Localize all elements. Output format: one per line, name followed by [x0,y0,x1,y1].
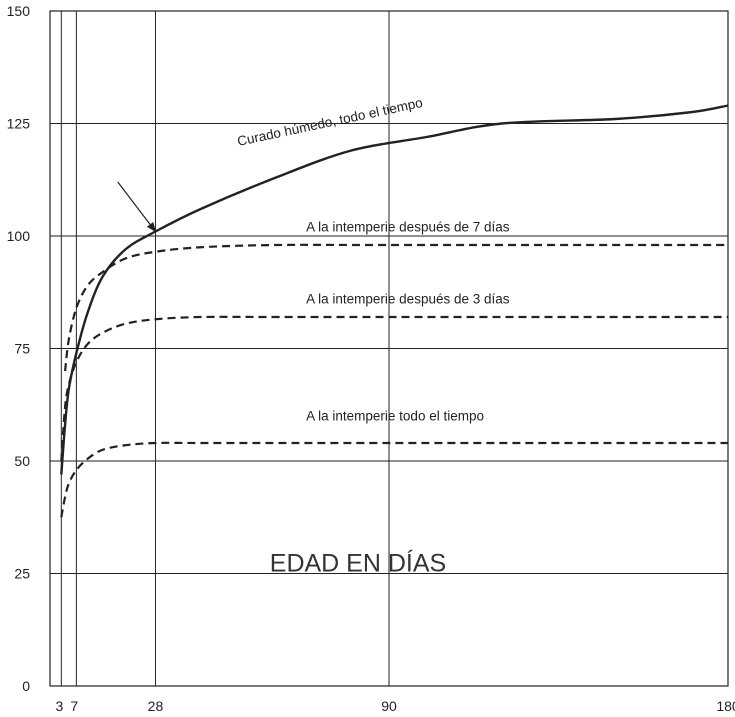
curve-annotation: A la intemperie después de 7 días [306,220,510,235]
y-tick-label: 75 [14,341,30,357]
y-tick-label: 50 [14,453,30,469]
x-tick-label: 3 [56,698,64,714]
y-tick-label: 25 [14,566,30,582]
x-tick-label: 28 [148,698,164,714]
curve-annotation: A la intemperie después de 3 días [306,292,510,307]
y-tick-label: 150 [7,3,31,19]
y-tick-label: 100 [7,228,31,244]
curve-air-all-time [60,441,728,518]
pointer-arrow [117,181,157,233]
curve-annotation: A la intemperie todo el tiempo [306,409,484,424]
curve-air-after-3-days [60,315,728,462]
y-tick-label: 0 [22,678,30,694]
y-tick-label: 125 [7,116,31,132]
grid [49,10,729,687]
center-caption: EDAD EN DÍAS [270,548,446,577]
x-tick-label: 90 [381,698,397,714]
labels-group: 0255075100125150372890180Curado húmedo, … [7,3,735,714]
x-tick-label: 7 [70,698,78,714]
curve-moist-cured [60,104,729,475]
curve-air-after-7-days [63,243,728,372]
x-tick-label: 180 [716,698,735,714]
series-group [60,104,729,518]
